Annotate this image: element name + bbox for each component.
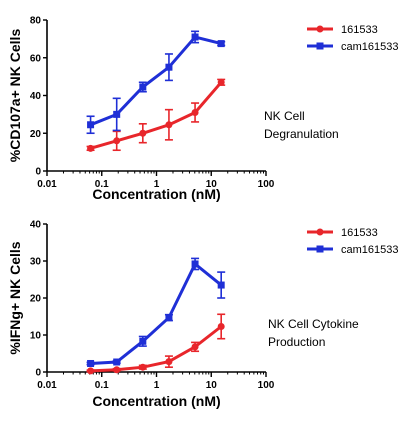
- series-line: [90, 35, 222, 127]
- y-tick-label: 30: [30, 257, 42, 268]
- x-tick-label: 0.1: [95, 179, 109, 190]
- data-point: [87, 359, 95, 367]
- y-tick-label: 10: [30, 331, 42, 342]
- x-tick-label: 100: [258, 179, 275, 190]
- data-point: [165, 121, 173, 129]
- y-axis-title: %CD107a+ NK Cells: [7, 29, 23, 163]
- data-point: [191, 343, 199, 351]
- legend-label: 161533: [341, 24, 378, 36]
- series-cam161533: [86, 30, 226, 135]
- series-line: [90, 261, 223, 365]
- data-point: [139, 129, 147, 137]
- data-point: [87, 367, 95, 375]
- data-point: [217, 322, 225, 330]
- y-tick-label: 80: [30, 16, 42, 27]
- y-tick-label: 0: [35, 368, 41, 379]
- series-cam161533: [86, 257, 226, 367]
- series-161533: [86, 313, 226, 375]
- data-point: [191, 33, 199, 41]
- legend-marker: [316, 25, 324, 33]
- series-line: [90, 81, 223, 150]
- data-point: [87, 121, 95, 129]
- legend-entry-161533: 161533: [307, 227, 378, 239]
- x-tick-label: 0.01: [37, 179, 57, 190]
- chart-annotation: Production: [268, 335, 325, 349]
- data-point: [113, 137, 121, 145]
- legend-label: cam161533: [341, 41, 399, 53]
- y-tick-label: 0: [35, 167, 41, 178]
- x-tick-label: 0.01: [37, 380, 57, 391]
- data-point: [139, 363, 147, 371]
- x-tick-label: 1: [154, 179, 160, 190]
- chart-panel-2: 0 10 20 30 40 0.01 0.1 1 10 100 Concentration (nM)…: [7, 220, 399, 410]
- y-tick-label: 20: [30, 129, 42, 140]
- chart-annotation: NK Cell: [264, 109, 305, 123]
- legend-label: cam161533: [341, 244, 399, 256]
- legend-entry-161533: 161533: [307, 24, 378, 36]
- x-tick-label: 10: [206, 179, 218, 190]
- x-tick-label: 10: [206, 380, 218, 391]
- legend-entry-cam161533: cam161533: [307, 41, 399, 53]
- legend-label: 161533: [341, 227, 378, 239]
- data-point: [139, 337, 147, 345]
- legend-entry-cam161533: cam161533: [307, 244, 399, 256]
- series-161533: [86, 78, 226, 152]
- y-tick-label: 60: [30, 53, 42, 64]
- chart-annotation: NK Cell Cytokine: [268, 317, 359, 331]
- chart-annotation: Degranulation: [264, 127, 339, 141]
- legend-marker: [316, 228, 324, 236]
- data-point: [139, 83, 147, 91]
- data-point: [113, 366, 121, 374]
- series-line: [90, 325, 223, 373]
- legend-marker: [316, 42, 324, 50]
- x-tick-label: 100: [258, 380, 275, 391]
- data-point: [165, 314, 173, 322]
- data-point: [165, 63, 173, 71]
- data-point: [191, 260, 199, 268]
- data-point: [217, 78, 225, 86]
- y-axis-title: %IFNg+ NK Cells: [7, 241, 23, 354]
- y-tick-label: 40: [30, 220, 42, 231]
- x-tick-label: 0.1: [95, 380, 109, 391]
- y-tick-label: 40: [30, 91, 42, 102]
- x-tick-label: 1: [154, 380, 160, 391]
- data-point: [113, 110, 121, 118]
- chart-panel-1: 0 20 40 60 80 0.01 0.1 1 10 100 Concentration (nM)…: [7, 16, 399, 203]
- data-point: [113, 358, 121, 366]
- data-point: [165, 358, 173, 366]
- data-point: [217, 40, 225, 48]
- data-point: [191, 108, 199, 116]
- data-point: [87, 144, 95, 152]
- x-axis-title: Concentration (nM): [92, 393, 220, 409]
- data-point: [217, 281, 225, 289]
- legend-marker: [316, 245, 324, 253]
- x-axis-title: Concentration (nM): [92, 186, 220, 202]
- y-tick-label: 20: [30, 294, 42, 305]
